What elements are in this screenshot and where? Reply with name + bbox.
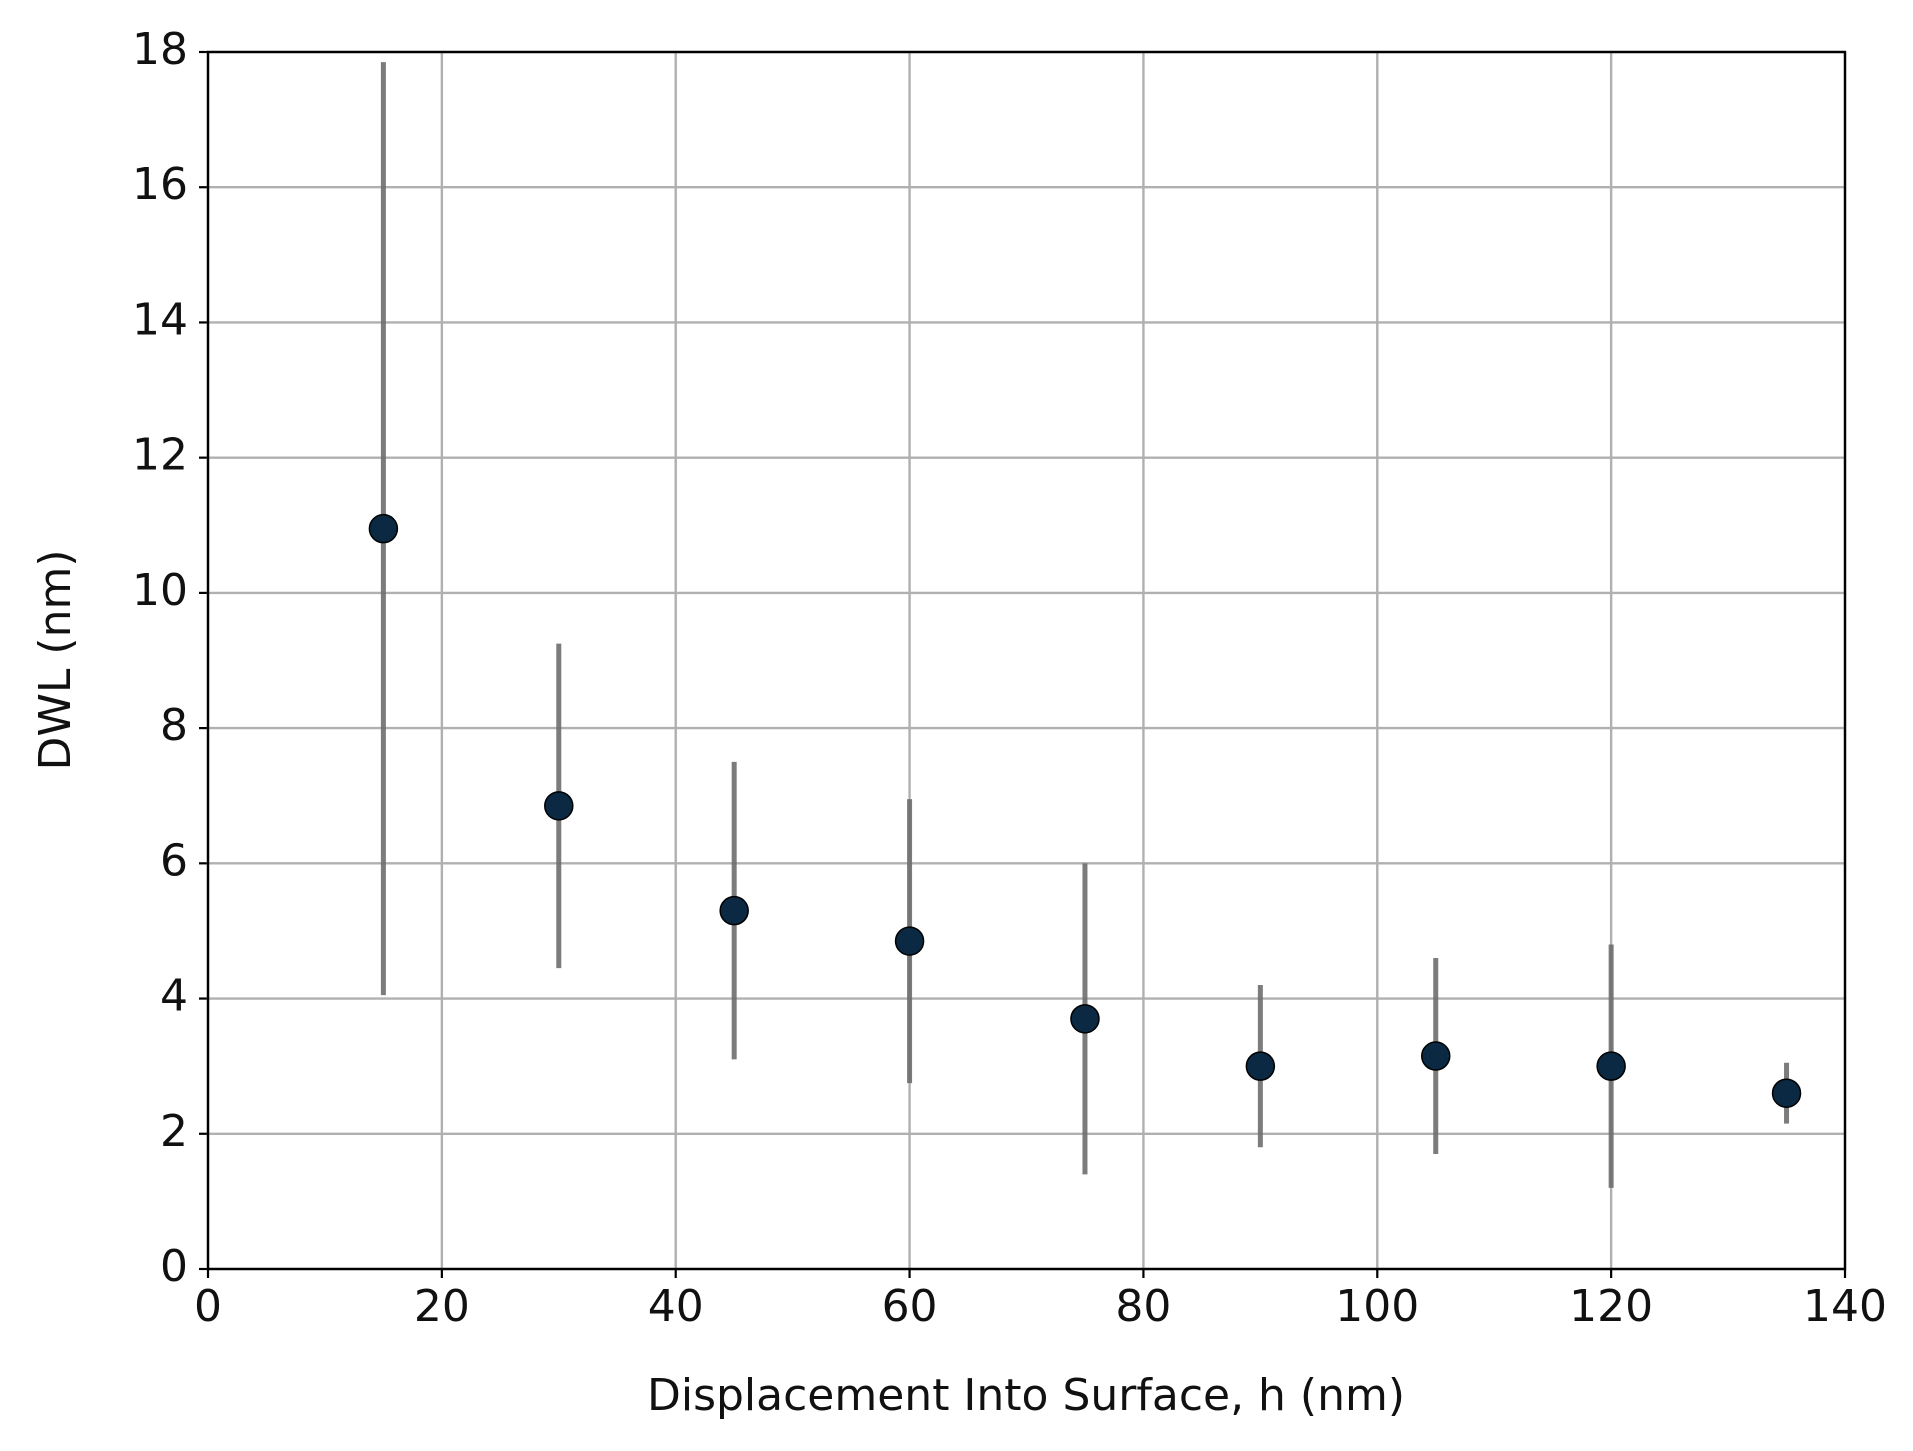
data-point (1421, 1041, 1451, 1071)
x-tick-label: 100 (1335, 1281, 1419, 1332)
data-point (894, 926, 925, 956)
y-tick-label: 4 (160, 971, 188, 1022)
x-axis-label: Displacement Into Surface, h (nm) (647, 1370, 1405, 1421)
y-tick-label: 16 (132, 159, 188, 210)
x-tick-label: 40 (648, 1281, 704, 1332)
data-point (1070, 1004, 1100, 1034)
y-tick-label: 8 (160, 700, 188, 751)
y-tick-label: 18 (132, 24, 188, 75)
data-point (1245, 1051, 1276, 1081)
x-tick-label: 60 (882, 1281, 938, 1332)
y-tick-label: 6 (160, 835, 188, 886)
y-tick-label: 12 (132, 430, 188, 481)
data-point (368, 513, 399, 544)
plot-frame (206, 50, 1847, 1271)
data-point (544, 791, 574, 821)
data-point (1596, 1051, 1626, 1081)
y-tick-label: 2 (160, 1106, 188, 1157)
x-tick-label: 0 (194, 1281, 222, 1332)
x-tick-label: 20 (414, 1281, 470, 1332)
y-tick-label: 10 (132, 565, 188, 616)
y-tick-label: 14 (132, 294, 188, 345)
data-point (719, 895, 749, 926)
x-tick-label: 120 (1569, 1281, 1653, 1332)
data-point (1771, 1078, 1802, 1108)
y-axis-label: DWL (nm) (30, 550, 81, 771)
x-tick-label: 140 (1803, 1281, 1887, 1332)
y-tick-label: 0 (160, 1241, 188, 1292)
x-tick-label: 80 (1115, 1281, 1171, 1332)
